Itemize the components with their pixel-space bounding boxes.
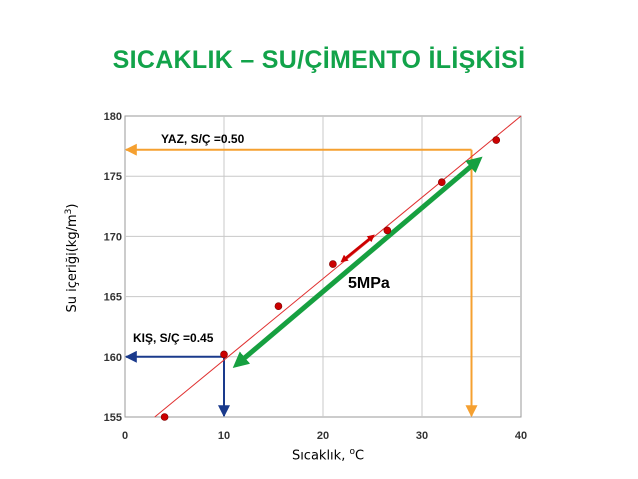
y-tick-label: 155 [104,412,122,424]
x-tick-label: 0 [122,430,128,442]
data-point [383,226,392,235]
x-tick-label: 20 [317,430,329,442]
x-tick-label: 10 [218,430,230,442]
data-point [437,178,446,187]
data-point [492,136,501,144]
tick-labels: 0 10 20 30 40 155 160 165 170 175 180 [104,111,527,442]
y-tick-label: 165 [104,292,122,304]
y-tick-label: 160 [104,352,122,364]
y-tick-label: 175 [104,171,122,183]
data-point [220,350,228,359]
y-tick-label: 180 [104,111,122,123]
strength-annotation: 5MPa [348,275,390,292]
x-tick-label: 40 [515,430,527,442]
x-axis-label: Sıcaklık, oC [291,447,365,464]
y-axis-label: Su içeriği(kg/m3) [63,203,81,313]
winter-annotation: KIŞ, S/Ç =0.45 [133,331,214,345]
data-point [329,260,337,268]
data-point [160,413,169,421]
data-point [274,302,283,311]
y-tick-label: 170 [104,231,122,243]
data-points [160,136,501,421]
summer-annotation: YAZ, S/Ç =0.50 [161,132,245,146]
chart-title: SICAKLIK – SU/ÇİMENTO İLİŞKİSİ [112,46,526,74]
x-tick-label: 30 [416,430,428,442]
strength-arrow [340,234,375,263]
